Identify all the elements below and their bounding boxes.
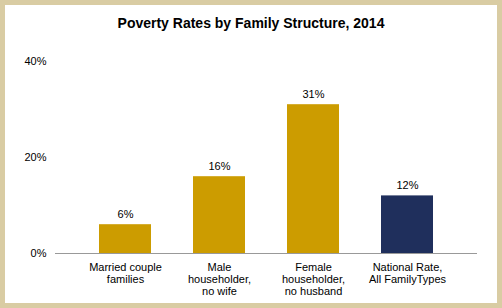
html-text:Poverty Rates by Family Struct: Poverty Rates by Family Structure, 2014 <box>117 15 385 31</box>
svg-text:Malehouseholder,no wife: Malehouseholder,no wife <box>188 261 251 297</box>
svg-text:Married couplefamilies: Married couplefamilies <box>89 261 162 285</box>
svg-text:12%: 12% <box>396 179 418 191</box>
svg-text:20%: 20% <box>24 151 46 163</box>
svg-text:40%: 40% <box>24 55 46 67</box>
svg-text:National Rate,All FamilyTypes: National Rate,All FamilyTypes <box>369 261 447 285</box>
svg-text:Femalehouseholder,no husband: Femalehouseholder,no husband <box>282 261 345 297</box>
svg-text:16%: 16% <box>208 160 230 172</box>
svg-text:0%: 0% <box>31 247 47 259</box>
svg-text:31%: 31% <box>302 88 324 100</box>
svg-text:6%: 6% <box>118 208 134 220</box>
